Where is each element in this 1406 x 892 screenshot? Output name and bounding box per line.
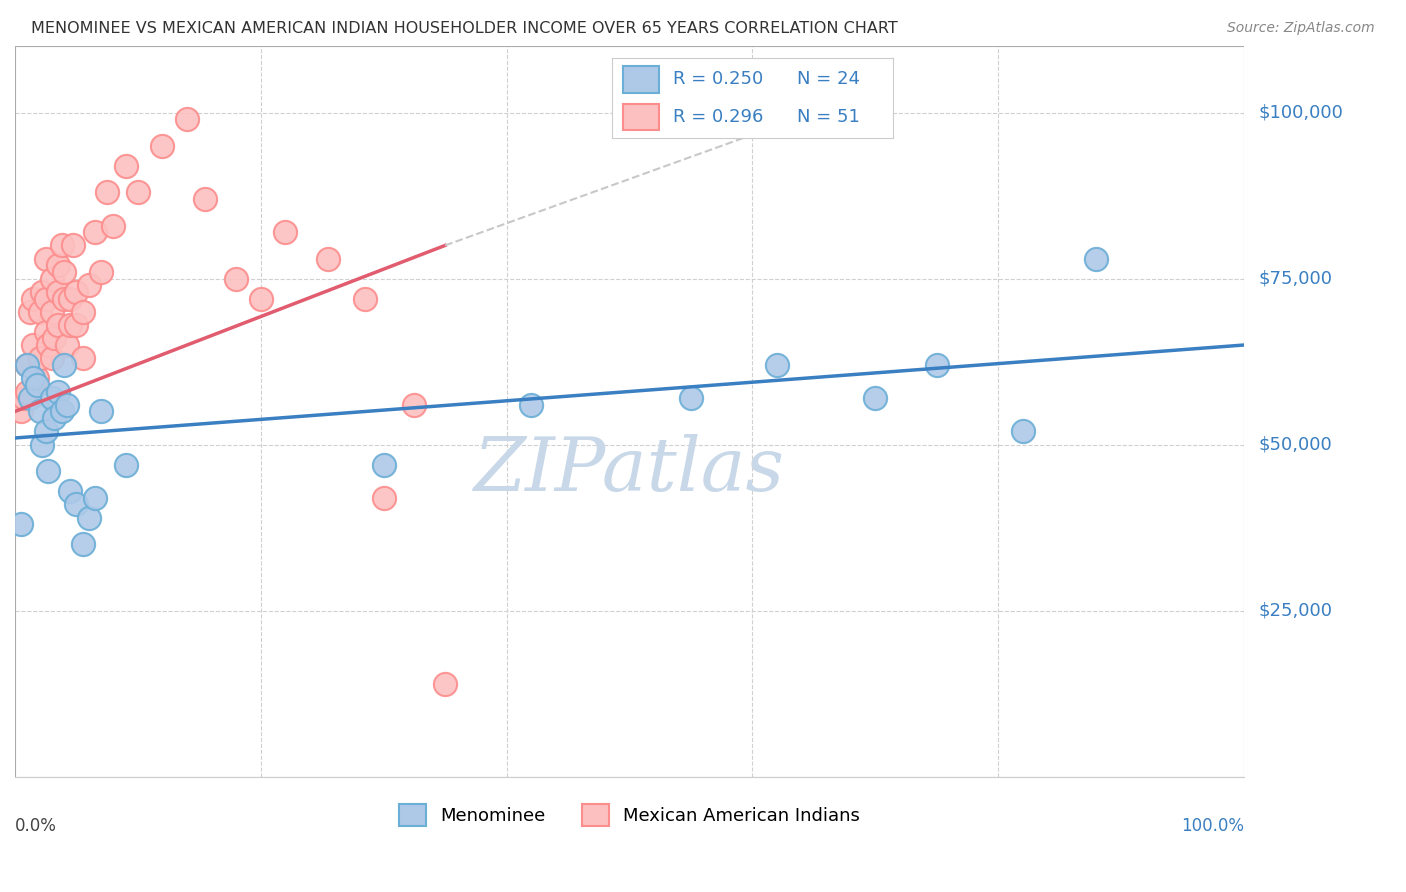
Point bbox=[127, 186, 149, 200]
Point bbox=[28, 351, 51, 366]
Point bbox=[46, 258, 69, 272]
Point bbox=[37, 464, 59, 478]
Point bbox=[77, 278, 100, 293]
Point bbox=[1085, 252, 1108, 266]
Point bbox=[44, 331, 66, 345]
Point bbox=[44, 411, 66, 425]
Point bbox=[679, 391, 702, 405]
Text: $75,000: $75,000 bbox=[1258, 269, 1333, 287]
Point bbox=[520, 398, 543, 412]
Point bbox=[72, 537, 94, 551]
Text: $25,000: $25,000 bbox=[1258, 601, 1333, 620]
Point bbox=[59, 318, 82, 332]
Point bbox=[22, 338, 45, 352]
Point bbox=[863, 391, 886, 405]
Point bbox=[25, 377, 48, 392]
Text: N = 24: N = 24 bbox=[797, 70, 860, 87]
Point bbox=[274, 225, 297, 239]
Point bbox=[65, 497, 87, 511]
Point bbox=[72, 351, 94, 366]
Point bbox=[46, 318, 69, 332]
Point bbox=[35, 292, 58, 306]
Point bbox=[249, 292, 271, 306]
Point bbox=[90, 404, 112, 418]
Point bbox=[65, 318, 87, 332]
Bar bbox=[623, 66, 659, 93]
Point bbox=[766, 358, 789, 372]
Point bbox=[35, 325, 58, 339]
Text: 100.0%: 100.0% bbox=[1181, 817, 1244, 835]
Text: N = 51: N = 51 bbox=[797, 108, 860, 126]
Point bbox=[373, 458, 395, 472]
Text: R = 0.296: R = 0.296 bbox=[673, 108, 763, 126]
Point bbox=[55, 398, 77, 412]
Point bbox=[72, 305, 94, 319]
Point bbox=[15, 384, 38, 399]
Point bbox=[51, 238, 73, 252]
Point bbox=[90, 265, 112, 279]
Point bbox=[28, 305, 51, 319]
Point bbox=[37, 338, 59, 352]
Point bbox=[176, 112, 198, 127]
Point bbox=[41, 351, 63, 366]
Point bbox=[10, 404, 32, 418]
Point bbox=[62, 238, 84, 252]
Point bbox=[53, 358, 76, 372]
Point bbox=[35, 425, 58, 439]
Point bbox=[10, 517, 32, 532]
Point bbox=[53, 292, 76, 306]
Point bbox=[83, 491, 105, 505]
Point bbox=[41, 391, 63, 405]
Text: $100,000: $100,000 bbox=[1258, 103, 1344, 121]
Point bbox=[53, 265, 76, 279]
Point bbox=[152, 138, 174, 153]
Point bbox=[114, 458, 136, 472]
Point bbox=[31, 437, 53, 451]
Point bbox=[18, 305, 41, 319]
Point bbox=[114, 159, 136, 173]
Point bbox=[41, 271, 63, 285]
Point bbox=[35, 252, 58, 266]
Text: Source: ZipAtlas.com: Source: ZipAtlas.com bbox=[1227, 21, 1375, 36]
Text: R = 0.250: R = 0.250 bbox=[673, 70, 763, 87]
Point bbox=[31, 285, 53, 299]
Text: ZIPatlas: ZIPatlas bbox=[474, 434, 785, 506]
Legend: Menominee, Mexican American Indians: Menominee, Mexican American Indians bbox=[391, 797, 868, 833]
Text: 0.0%: 0.0% bbox=[15, 817, 56, 835]
Point bbox=[59, 292, 82, 306]
Point bbox=[65, 285, 87, 299]
Point bbox=[22, 292, 45, 306]
Text: MENOMINEE VS MEXICAN AMERICAN INDIAN HOUSEHOLDER INCOME OVER 65 YEARS CORRELATIO: MENOMINEE VS MEXICAN AMERICAN INDIAN HOU… bbox=[31, 21, 897, 37]
Point bbox=[318, 252, 340, 266]
Point bbox=[225, 271, 247, 285]
Point bbox=[59, 484, 82, 499]
Point bbox=[103, 219, 125, 233]
Point bbox=[434, 676, 457, 690]
Point bbox=[15, 358, 38, 372]
Point bbox=[28, 404, 51, 418]
Point bbox=[96, 186, 118, 200]
Point bbox=[41, 305, 63, 319]
Point bbox=[925, 358, 948, 372]
Point bbox=[25, 371, 48, 385]
Point bbox=[373, 491, 395, 505]
Text: $50,000: $50,000 bbox=[1258, 435, 1333, 454]
Point bbox=[55, 338, 77, 352]
Bar bbox=[623, 103, 659, 130]
Point bbox=[1011, 425, 1033, 439]
Point bbox=[15, 358, 38, 372]
Point bbox=[46, 285, 69, 299]
Point bbox=[194, 192, 217, 206]
Point bbox=[354, 292, 377, 306]
Point bbox=[22, 371, 45, 385]
Point bbox=[18, 391, 41, 405]
Point bbox=[51, 404, 73, 418]
Point bbox=[404, 398, 426, 412]
Point bbox=[13, 391, 35, 405]
Point bbox=[77, 510, 100, 524]
Point bbox=[83, 225, 105, 239]
Point bbox=[46, 384, 69, 399]
